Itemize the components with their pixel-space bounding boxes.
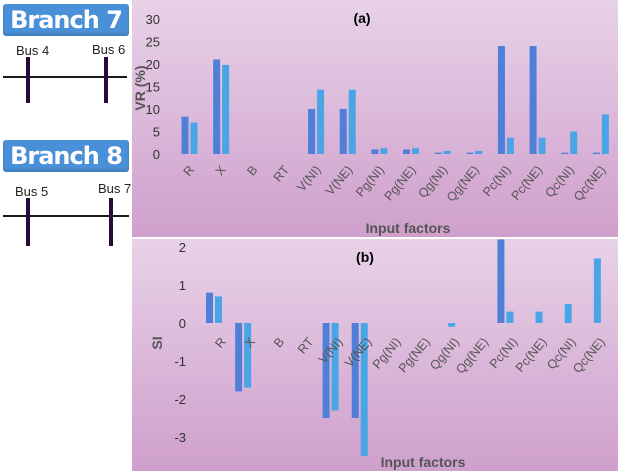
chart-a-bar-s1-qgne	[466, 152, 474, 154]
chart-a-xlabel: Input factors	[366, 220, 451, 236]
chart-b-bar-s1-r	[206, 292, 213, 323]
chart-a-bar-s1-qcni	[561, 152, 569, 154]
chart-b-bar-s2-qcni	[564, 304, 572, 323]
chart-b-category-label: Pg(NE)	[396, 335, 433, 375]
chart-b-bar-s2-r	[215, 296, 222, 323]
chart-a-category-label: V(NE)	[323, 163, 356, 198]
chart-a-panel: (a) 0 5 10 15 20 25 30 VR (%) R X B RT V(NI) V(NE) Pg(N…	[132, 0, 618, 237]
chart-b-ylabel: SI	[149, 336, 165, 349]
chart-a-bar-s1-vni	[308, 109, 316, 154]
branch-7-title: Branch 7	[3, 4, 129, 36]
chart-b-xlabel: Input factors	[381, 454, 466, 470]
chart-b-category-label: R	[212, 335, 229, 351]
chart-a-ylabel: VR (%)	[132, 65, 148, 110]
chart-b-ytick-label: 2	[179, 240, 186, 255]
bus-7-label: Bus 7	[98, 181, 132, 196]
chart-a-bar-s1-qcne	[592, 152, 600, 154]
chart-b-bar-s1-vni	[322, 323, 330, 418]
chart-a-bar-s2-x	[222, 64, 230, 154]
chart-a-ytick-label: 5	[153, 125, 160, 140]
bus-5-label: Bus 5	[15, 184, 49, 199]
bus-6-bar	[104, 57, 108, 103]
chart-a: (a) 0 5 10 15 20 25 30 VR (%) R X B RT V(NI) V(NE) Pg(N…	[132, 10, 609, 236]
chart-a-ytick-label: 25	[146, 35, 160, 50]
chart-b-bar-s2-qcne	[593, 258, 601, 323]
chart-b-bar-s2-x	[244, 323, 252, 388]
chart-a-bar-s1-pgni	[371, 149, 379, 154]
chart-b-bar-s1-x	[235, 323, 243, 392]
chart-b-category-label: RT	[295, 335, 317, 357]
chart-b-ytick-label: -3	[174, 430, 186, 445]
chart-b-panel: (b) -3 -2 -1 0 1 2 SI R X B RT V(NI) V(NE) Pg(NI) Pg(NE…	[132, 239, 618, 471]
chart-b-bar-s2-pcne	[535, 311, 543, 323]
chart-a-title: (a)	[353, 10, 370, 26]
chart-a-category-label: B	[244, 163, 260, 178]
chart-a-bar-s2-vni	[317, 89, 325, 154]
chart-a-bar-s2-pgni	[380, 148, 388, 154]
chart-a-bar-s2-qgne	[475, 150, 483, 154]
chart-a-category-label: Qg(NE)	[444, 163, 482, 204]
chart-a-bar-s2-pcne	[538, 137, 546, 154]
chart-a-ytick-label: 0	[153, 147, 160, 162]
bus-5-bar	[26, 198, 30, 246]
chart-a-category-label: R	[181, 163, 198, 179]
chart-a-bar-s2-qcni	[570, 131, 578, 154]
chart-b-bar-s2-vni	[331, 323, 339, 411]
chart-a-bar-s1-pcni	[497, 46, 505, 154]
chart-b-ytick-label: 0	[179, 316, 186, 331]
chart-a-bar-s1-pcne	[529, 46, 537, 154]
chart-a-bar-s2-qgni	[443, 150, 451, 154]
chart-b-category-label: Qg(NE)	[453, 335, 491, 376]
chart-a-bar-s1-x	[213, 59, 221, 154]
chart-b-title: (b)	[356, 249, 374, 265]
chart-b-category-label: Pc(NE)	[513, 335, 550, 375]
chart-b-ytick-label: -2	[174, 392, 186, 407]
chart-a-category-label: Qc(NE)	[571, 163, 609, 204]
chart-a-ytick-label: 10	[146, 102, 160, 117]
chart-a-category-label: Pc(NE)	[509, 163, 546, 203]
chart-b-bar-s2-vne	[360, 323, 368, 456]
chart-b-bar-s1-vne	[351, 323, 359, 418]
chart-b-bar-s2-pcni	[506, 311, 514, 323]
chart-b-bar-s1-pcni	[497, 239, 505, 323]
chart-b-ytick-label: 1	[179, 278, 186, 293]
branch-8-title: Branch 8	[3, 140, 129, 172]
chart-a-bar-s2-pcni	[506, 137, 514, 154]
chart-a-bar-s2-qcne	[601, 114, 609, 154]
bus-7-bar	[109, 198, 113, 246]
chart-b-category-label: Qc(NE)	[570, 335, 608, 376]
chart-a-bar-s1-pgne	[403, 149, 410, 154]
chart-a-ytick-label: 20	[146, 57, 160, 72]
chart-a-category-label: X	[213, 162, 230, 178]
chart-a-bar-s1-r	[181, 116, 189, 154]
branch-8-line	[3, 215, 129, 217]
chart-a-bar-s1-qgni	[434, 152, 442, 154]
bus-4-label: Bus 4	[16, 43, 50, 58]
bus-6-label: Bus 6	[92, 42, 126, 57]
chart-a-category-label: Pg(NE)	[382, 163, 419, 203]
chart-a-bar-s2-pgne	[412, 148, 419, 154]
chart-b-bar-s2-qgni	[448, 323, 456, 327]
chart-a-bar-s2-vne	[348, 89, 356, 154]
bus-4-bar	[26, 57, 30, 103]
chart-a-bar-s1-vne	[339, 109, 347, 154]
chart-a-bar-s2-r	[190, 122, 198, 154]
chart-b-category-label: V(NI)	[316, 335, 345, 366]
chart-a-category-label: V(NI)	[294, 163, 323, 194]
chart-b-category-label: B	[271, 335, 287, 350]
chart-a-category-label: RT	[271, 163, 293, 185]
branch-7-line	[3, 76, 127, 78]
chart-a-ytick-label: 30	[146, 12, 160, 27]
chart-b-ytick-label: -1	[174, 354, 186, 369]
chart-a-ytick-label: 15	[146, 80, 160, 95]
